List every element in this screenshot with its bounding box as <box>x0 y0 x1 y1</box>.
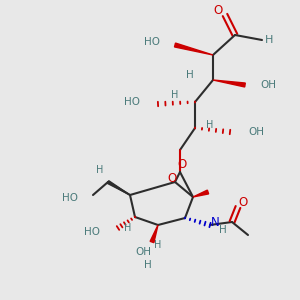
Polygon shape <box>213 80 245 87</box>
Text: O: O <box>238 196 247 208</box>
Polygon shape <box>193 190 208 197</box>
Text: H: H <box>144 260 152 270</box>
Text: H: H <box>96 165 104 175</box>
Text: H: H <box>219 225 227 235</box>
Text: H: H <box>206 120 214 130</box>
Text: OH: OH <box>248 127 264 137</box>
Text: HO: HO <box>144 37 160 47</box>
Text: H: H <box>171 90 179 100</box>
Text: O: O <box>167 172 177 184</box>
Text: OH: OH <box>135 247 151 257</box>
Text: H: H <box>186 70 194 80</box>
Polygon shape <box>107 181 130 195</box>
Text: H: H <box>265 35 273 45</box>
Text: H: H <box>154 240 162 250</box>
Polygon shape <box>175 43 213 55</box>
Text: HO: HO <box>84 227 100 237</box>
Text: HO: HO <box>124 97 140 107</box>
Polygon shape <box>150 225 158 243</box>
Text: O: O <box>177 158 187 172</box>
Text: H: H <box>124 223 132 233</box>
Text: N: N <box>211 217 219 230</box>
Text: HO: HO <box>62 193 78 203</box>
Text: OH: OH <box>260 80 276 90</box>
Text: O: O <box>213 4 223 16</box>
